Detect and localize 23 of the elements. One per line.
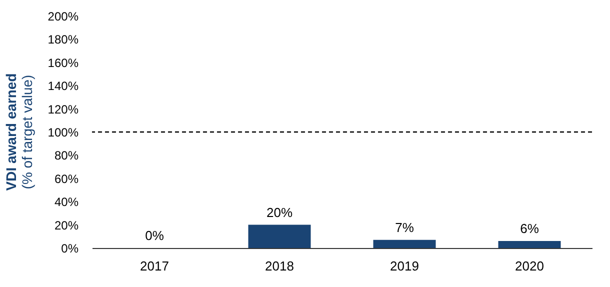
bar (248, 224, 311, 248)
bar (373, 240, 436, 248)
data-label: 20% (266, 204, 293, 220)
y-tick-label: 60% (54, 172, 79, 186)
data-label: 6% (520, 221, 540, 236)
y-tick-label: 80% (54, 148, 79, 163)
x-tick-label: 2020 (515, 258, 544, 274)
y-tick-label: 160% (48, 56, 79, 70)
y-axis-title: VDI award earned (% of target value) (3, 73, 35, 191)
x-tick-label: 2017 (140, 258, 169, 274)
data-label: 7% (395, 220, 414, 235)
x-tick-label: 2019 (390, 258, 419, 274)
y-tick-label: 100% (48, 126, 79, 140)
bar (498, 241, 561, 248)
y-tick-label: 120% (48, 102, 79, 116)
x-tick-label: 2018 (265, 258, 294, 274)
y-tick-label: 0% (61, 242, 79, 256)
y-tick-label: 40% (54, 195, 79, 210)
y-tick-label: 200% (48, 10, 79, 24)
y-tick-label: 20% (54, 218, 79, 232)
data-label: 0% (145, 228, 164, 243)
y-tick-label: 180% (48, 32, 79, 47)
y-tick-label: 140% (48, 79, 79, 94)
